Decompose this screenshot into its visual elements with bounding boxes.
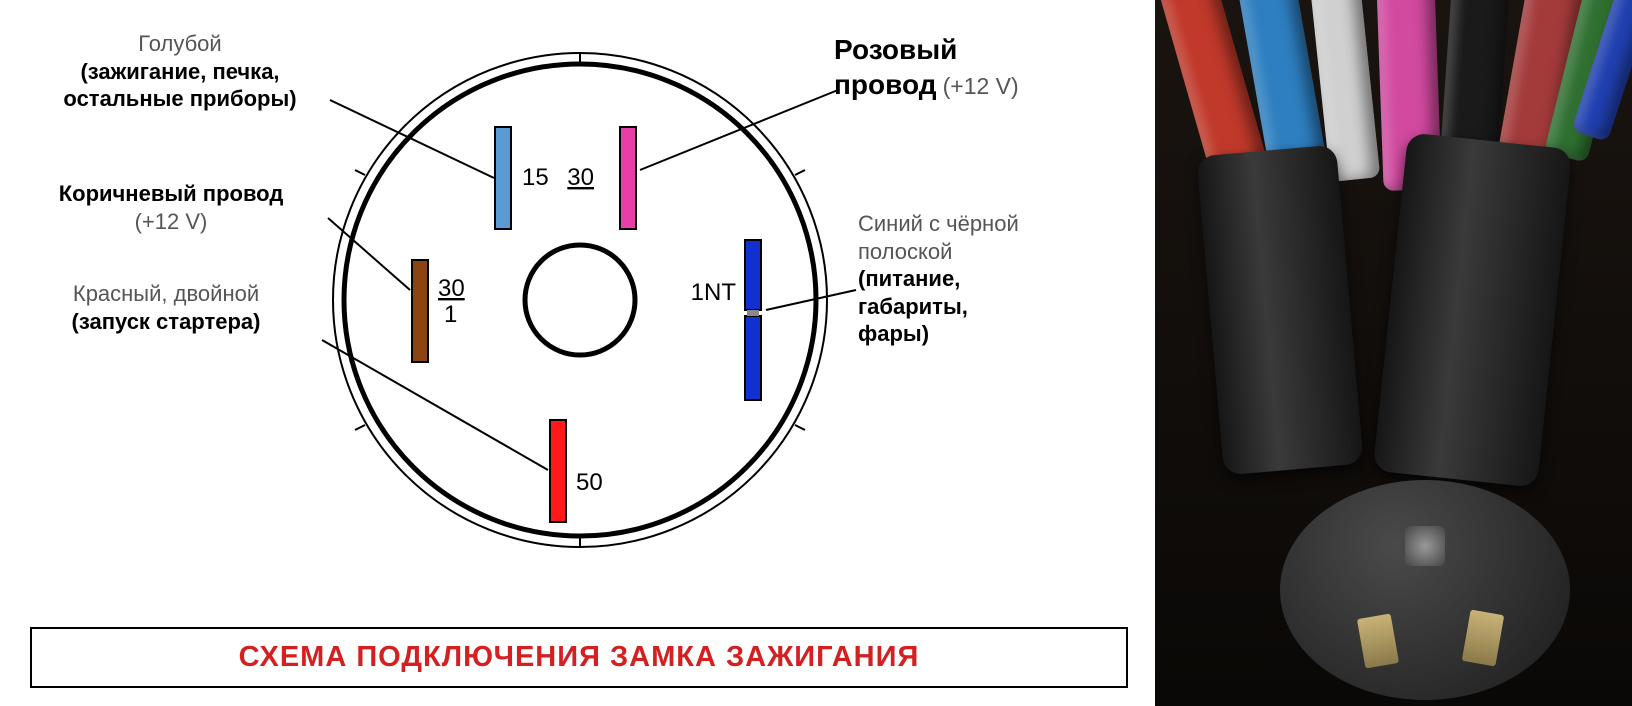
connector-nut-icon [1405, 526, 1445, 566]
callout-30-1-line1: Коричневый провод [6, 180, 336, 208]
diagram-panel: 15 30 30 1 1NT 50 [0, 0, 1155, 706]
terminal-30-1: 30 1 [412, 260, 465, 362]
callout-15-line2: (зажигание, печка, [10, 58, 350, 86]
callout-30-line1: Розовый [834, 34, 957, 65]
terminal-50-label: 50 [576, 469, 603, 496]
terminal-30-1-top: 30 [438, 275, 465, 302]
connector-terminal-right [1462, 609, 1505, 666]
connector-terminal-left [1357, 614, 1399, 669]
terminal-30-label: 30 [567, 164, 594, 191]
callout-1nt-line4: габариты, [858, 293, 1138, 321]
photo-sleeve [1373, 132, 1573, 487]
callout-50: Красный, двойной (запуск стартера) [6, 280, 326, 335]
hub-circle [525, 245, 635, 355]
callout-30-1: Коричневый провод (+12 V) [6, 180, 336, 235]
callout-30-line2: провод [834, 69, 936, 100]
callout-30-suffix: (+12 V) [943, 73, 1019, 99]
callout-30: Розовый провод (+12 V) [834, 32, 1134, 102]
callout-50-line1: Красный, двойной [6, 280, 326, 308]
callout-1nt-line3: (питание, [858, 265, 1138, 293]
callout-15: Голубой (зажигание, печка, остальные при… [10, 30, 350, 113]
svg-text:30: 30 [438, 275, 465, 302]
terminal-30-1-bottom: 1 [444, 301, 457, 328]
title-box: СХЕМА ПОДКЛЮЧЕНИЯ ЗАМКА ЗАЖИГАНИЯ [30, 627, 1128, 688]
connector-body [1280, 480, 1570, 700]
terminal-1nt: 1NT [691, 240, 761, 400]
callout-1nt: Синий с чёрной полоской (питание, габари… [858, 210, 1138, 348]
callout-1nt-line2: полоской [858, 238, 1138, 266]
callout-15-line1: Голубой [10, 30, 350, 58]
diagram-title: СХЕМА ПОДКЛЮЧЕНИЯ ЗАМКА ЗАЖИГАНИЯ [40, 641, 1118, 674]
callout-1nt-line5: фары) [858, 320, 1138, 348]
callout-30-1-line2: (+12 V) [6, 208, 336, 236]
terminal-15: 15 [495, 127, 549, 229]
photo-sleeve [1196, 145, 1363, 476]
photo-panel [1155, 0, 1632, 706]
callout-50-line2: (запуск стартера) [6, 308, 326, 336]
callout-1nt-line1: Синий с чёрной [858, 210, 1138, 238]
callout-15-line3: остальные приборы) [10, 85, 350, 113]
terminal-50: 50 [550, 420, 603, 522]
terminal-15-label: 15 [522, 164, 549, 191]
terminal-1nt-label: 1NT [691, 279, 737, 306]
svg-text:30: 30 [567, 164, 594, 191]
terminal-30: 30 [567, 127, 636, 229]
